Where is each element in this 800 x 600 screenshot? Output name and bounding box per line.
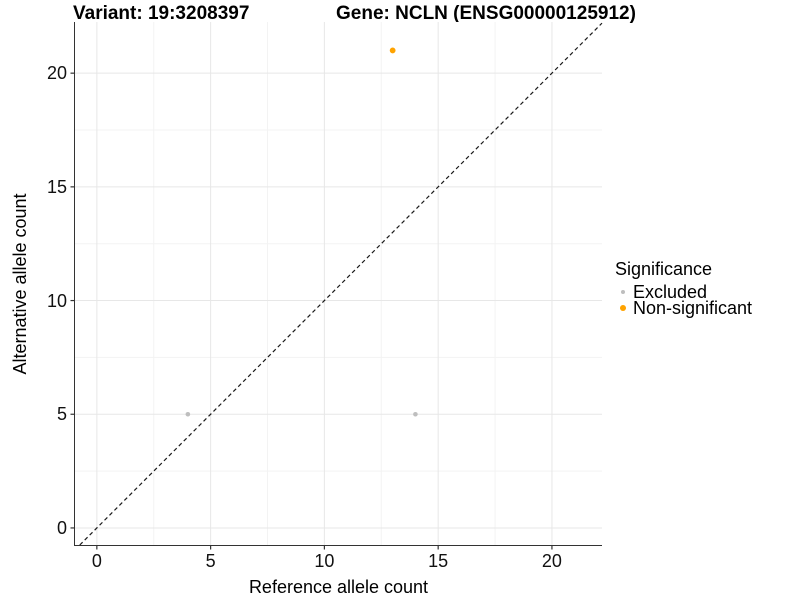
legend-dot-icon <box>620 305 626 311</box>
x-tick-label: 5 <box>205 551 216 571</box>
legend-key-dot-icon <box>617 300 629 316</box>
legend-title: Significance <box>615 259 713 279</box>
y-tick-label: 15 <box>46 176 67 197</box>
legend-dot-icon <box>620 289 626 295</box>
legend-item-non-significant: Non-significant <box>612 298 753 318</box>
y-tick-label: 5 <box>56 404 67 425</box>
x-tick-label: 20 <box>541 551 562 571</box>
x-tick-label: 15 <box>428 551 449 571</box>
legend: Significance Excluded Non-significant <box>612 259 753 318</box>
data-point-excluded <box>185 411 190 417</box>
x-tick-label: 0 <box>91 551 102 571</box>
x-tick-label: 10 <box>314 551 335 571</box>
plot-canvas <box>70 22 602 550</box>
x-axis-tick-labels: 0 5 10 15 20 <box>75 551 602 573</box>
plot-title-variant: Variant: 19:3208397 <box>73 3 250 24</box>
legend-item-label: Non-significant <box>633 298 753 318</box>
x-axis-title: Reference allele count <box>248 577 429 597</box>
plot-panel <box>70 22 602 550</box>
legend-item-label: Excluded <box>633 282 708 302</box>
y-tick-label: 20 <box>46 63 67 84</box>
legend-key-dot-icon <box>617 284 629 300</box>
y-axis-tick-labels: 0 5 10 15 20 <box>0 22 67 545</box>
y-tick-label: 0 <box>56 517 67 538</box>
data-point-non-significant <box>389 47 396 54</box>
y-axis-title: Alternative allele count <box>10 193 30 375</box>
y-tick-label: 10 <box>46 290 67 311</box>
data-point-excluded <box>412 411 418 417</box>
legend-items: Excluded Non-significant <box>612 282 753 318</box>
plot-title-gene: Gene: NCLN (ENSG00000125912) <box>336 3 636 24</box>
identity-line <box>78 22 602 546</box>
legend-item-excluded: Excluded <box>612 282 752 302</box>
